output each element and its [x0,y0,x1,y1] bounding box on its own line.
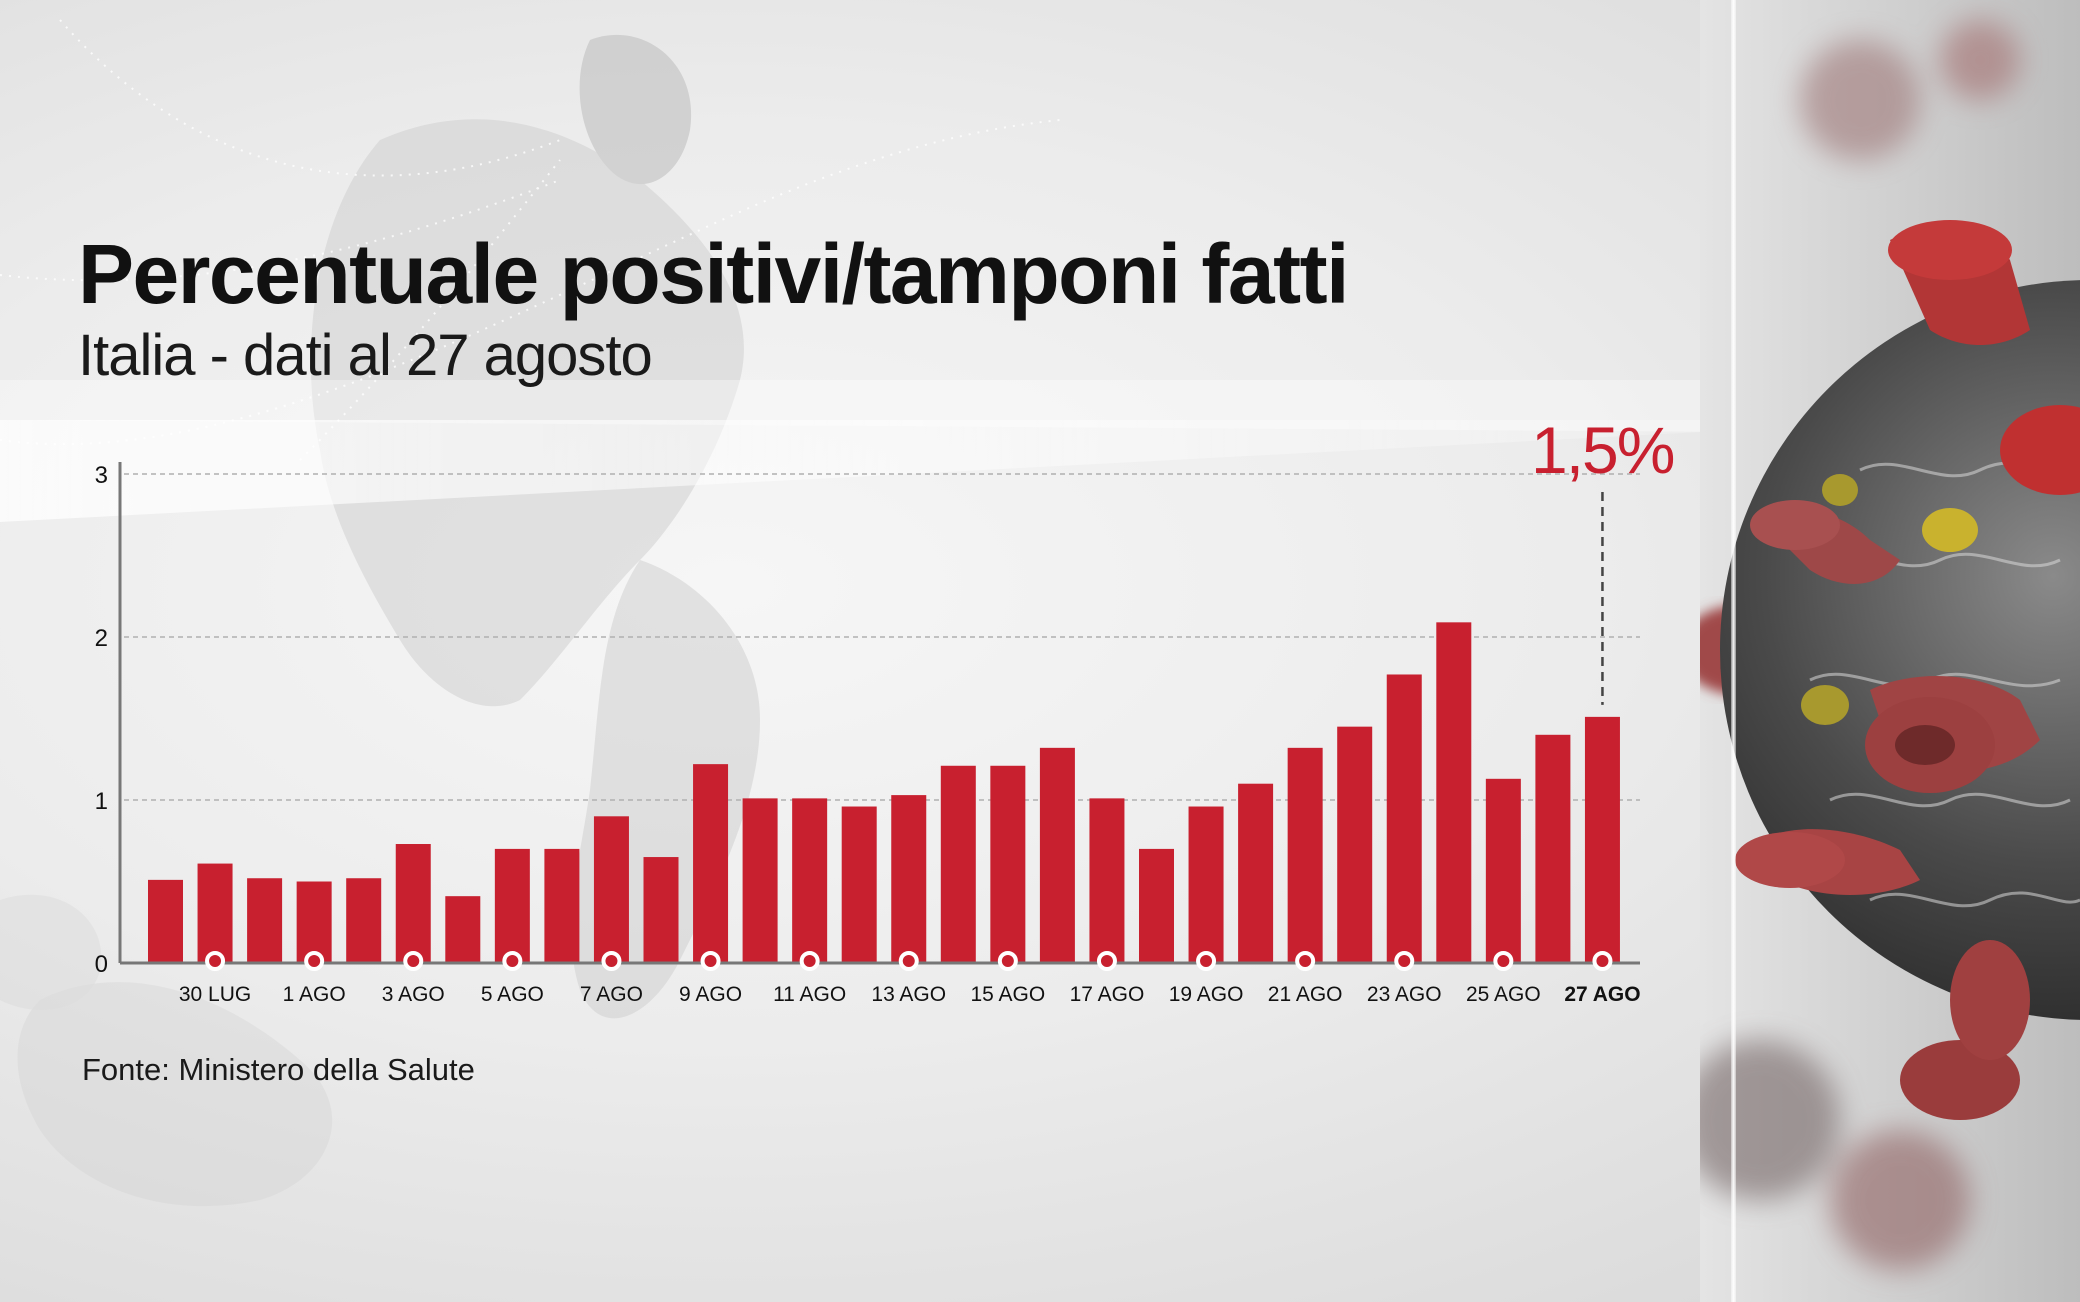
x-tick-label: 17 AGO [1070,983,1145,1006]
x-tick-label: 13 AGO [871,983,946,1006]
bar [891,795,927,963]
x-tick-label: 9 AGO [679,983,742,1006]
y-tick-label: 2 [95,625,108,652]
callout-value: 1,5% [1531,413,1674,487]
bar [1386,674,1422,963]
bar [593,816,629,963]
callout-annotation: 1,5% [1531,413,1676,705]
x-tick-marker [1295,951,1316,971]
x-tick-marker [799,951,820,971]
x-tick-label: 25 AGO [1466,983,1541,1006]
bar [1584,716,1620,963]
x-tick-marker [502,951,523,971]
x-tick-marker [1493,951,1514,971]
bar [1139,848,1174,963]
bar [395,844,431,963]
bar [346,878,382,963]
bar [990,765,1026,963]
x-tick-marker [601,951,622,971]
bar [693,764,729,963]
x-tick-label: 15 AGO [970,983,1045,1006]
bar [841,806,877,963]
y-tick-label: 0 [95,951,108,978]
bar [940,765,976,963]
x-tick-marker [700,951,721,971]
coronavirus-icon [1700,20,2080,1270]
y-tick-label: 3 [95,462,108,489]
chart-title: Percentuale positivi/tamponi fatti [78,227,1349,321]
bar [296,881,332,963]
x-tick-label: 7 AGO [580,983,643,1006]
x-tick-marker [898,951,919,971]
bar [1287,747,1323,963]
x-tick-marker [205,951,226,971]
x-tick-label: 27 AGO [1564,983,1640,1006]
x-tick-label: 5 AGO [481,983,544,1006]
x-tick-marker [1096,951,1117,971]
bar [1485,778,1521,963]
x-tick-label: 19 AGO [1169,983,1244,1006]
axes [118,462,1640,965]
y-axis-ticks: 0 1 2 3 [95,462,108,978]
x-tick-label: 30 LUG [179,983,251,1006]
x-tick-marker [304,951,325,971]
x-tick-marker [1592,951,1613,971]
x-tick-marker [403,951,424,971]
bar [148,879,183,963]
bars [148,622,1620,963]
bar-chart: 0 1 2 3 30 LUG 1 AGO 3 AGO 5 AGO 7 AGO 9 AGO 11 A… [95,413,1676,1006]
bar [247,878,283,963]
bar [1188,806,1224,963]
bar [643,857,679,963]
bar [1535,734,1571,963]
virus-illustration-panel [1700,0,2080,1302]
x-tick-label: 23 AGO [1367,983,1442,1006]
source-note: Fonte: Ministero della Salute [82,1052,475,1087]
x-tick-label: 1 AGO [283,983,346,1006]
x-tick-label: 11 AGO [773,983,846,1006]
bar [197,863,233,963]
bar [494,848,530,963]
bar [1238,783,1274,963]
y-tick-label: 1 [95,788,108,815]
bar [544,848,580,963]
x-axis-ticks: 30 LUG 1 AGO 3 AGO 5 AGO 7 AGO 9 AGO 11 AGO 13 … [179,951,1641,1006]
bar [1039,747,1075,963]
x-tick-marker [997,951,1018,971]
x-tick-marker [1394,951,1415,971]
bar [1089,798,1125,963]
bar [445,896,481,963]
bar [792,798,828,963]
x-tick-label: 3 AGO [382,983,445,1006]
vertical-divider-line [1731,0,1736,1302]
bar [1436,622,1472,963]
x-tick-label: 21 AGO [1268,983,1343,1006]
bar [1337,726,1373,963]
x-tick-marker [1196,951,1217,971]
chart-subtitle: Italia - dati al 27 agosto [78,323,653,388]
bar [742,798,778,963]
